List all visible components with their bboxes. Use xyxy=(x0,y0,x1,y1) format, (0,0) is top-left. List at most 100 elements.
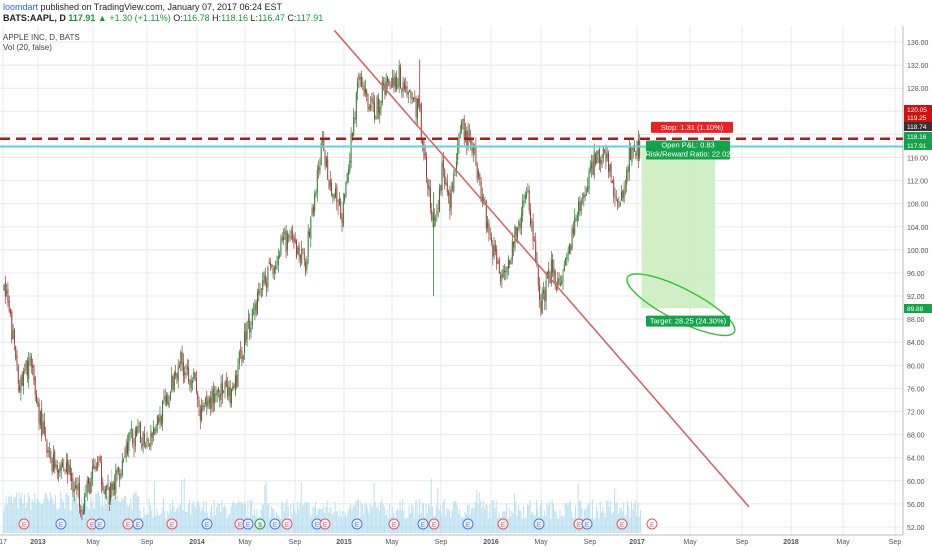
volume-bar xyxy=(458,513,460,533)
series-legend[interactable]: APPLE INC, D, BATS xyxy=(3,33,80,42)
volume-bar xyxy=(120,502,122,533)
candle-body xyxy=(21,373,23,386)
event-marker-label: E xyxy=(238,522,243,529)
candle-body xyxy=(121,460,123,475)
volume-bar xyxy=(78,508,80,533)
volume-bar xyxy=(118,501,120,533)
volume-bar xyxy=(117,495,119,533)
volume-bar xyxy=(603,513,605,533)
candle-body xyxy=(171,375,173,390)
x-tick-label: 2015 xyxy=(336,539,352,546)
candle-body xyxy=(463,118,465,139)
candle-body xyxy=(583,194,585,198)
candle-body xyxy=(279,254,281,258)
author-link[interactable]: loomdart xyxy=(3,2,39,12)
candle-body xyxy=(561,280,563,285)
candle-body xyxy=(47,450,49,453)
volume-bar xyxy=(101,493,103,533)
volume-bar xyxy=(165,518,167,533)
y-tick-label: 64.00 xyxy=(907,456,925,463)
volume-bar xyxy=(250,500,252,533)
volume-bar xyxy=(404,517,406,533)
volume-bar xyxy=(125,495,127,533)
candle-body xyxy=(530,210,531,226)
y-tick-label: 80.00 xyxy=(907,363,925,370)
candle-body xyxy=(234,375,236,392)
volume-bar xyxy=(23,494,25,533)
candle-body xyxy=(8,300,10,312)
candle-body xyxy=(613,180,615,196)
volume-bar xyxy=(606,500,608,533)
volume-bar xyxy=(22,503,24,533)
volume-bar xyxy=(335,511,337,533)
volume-bar xyxy=(234,505,236,533)
candle-body xyxy=(210,396,212,409)
candle-body xyxy=(34,377,36,395)
volume-bar xyxy=(454,500,456,533)
candle-body xyxy=(201,405,203,421)
candle-body xyxy=(181,352,183,364)
candle-body xyxy=(600,160,602,165)
volume-bar xyxy=(99,495,101,533)
volume-bar xyxy=(541,500,543,533)
volume-bar xyxy=(18,492,20,533)
candle-body xyxy=(309,231,310,237)
volume-bar xyxy=(130,497,132,533)
candle-body xyxy=(242,355,244,360)
volume-bar xyxy=(532,511,534,533)
price-tag: 118.74 xyxy=(907,124,927,131)
candle-body xyxy=(507,258,509,269)
volume-legend[interactable]: Vol (20, false) xyxy=(3,43,52,52)
price-tag-bg xyxy=(904,113,932,122)
volume-bar xyxy=(49,492,51,533)
candle-body xyxy=(293,236,295,242)
volume-bar xyxy=(309,518,311,533)
volume-bar xyxy=(156,508,158,533)
candle-body xyxy=(363,84,365,96)
candle-body xyxy=(56,465,58,473)
candle-body xyxy=(494,245,496,252)
candle-body xyxy=(268,262,270,265)
candle-body xyxy=(114,482,115,491)
candle-body xyxy=(322,140,323,143)
volume-bar xyxy=(143,506,145,533)
candle-body xyxy=(163,397,165,399)
volume-bar xyxy=(580,500,582,533)
candle-body xyxy=(331,182,333,196)
candle-body xyxy=(513,241,515,248)
candle-body xyxy=(305,261,307,272)
candle-body xyxy=(90,478,92,493)
y-tick-label: 104.00 xyxy=(907,225,929,232)
candle-body xyxy=(277,256,279,266)
volume-bar xyxy=(400,509,402,533)
volume-bar xyxy=(136,495,138,533)
volume-bar xyxy=(481,507,483,533)
candle-body xyxy=(449,193,451,211)
x-tick-label: Sep xyxy=(736,539,749,546)
candle-body xyxy=(310,217,312,240)
volume-bar xyxy=(416,499,418,533)
candle-body xyxy=(562,274,564,282)
candle-body xyxy=(632,147,634,150)
candle-body xyxy=(154,429,156,434)
volume-bar xyxy=(482,501,484,533)
candle-body xyxy=(522,199,524,216)
volume-bar xyxy=(351,509,353,533)
candle-body xyxy=(630,146,632,161)
candle-body xyxy=(281,236,283,241)
x-tick-label: May xyxy=(683,539,697,546)
candle-body xyxy=(180,352,182,365)
volume-bar xyxy=(409,513,411,533)
volume-bar xyxy=(42,504,44,533)
candle-body xyxy=(609,164,611,172)
candle-body xyxy=(515,227,517,236)
volume-bar xyxy=(421,502,423,533)
volume-bar xyxy=(144,515,146,533)
volume-bar xyxy=(342,510,344,533)
candle-body xyxy=(138,426,140,428)
candle-body xyxy=(406,86,408,96)
candle-body xyxy=(284,231,286,235)
volume-bar xyxy=(448,510,450,533)
